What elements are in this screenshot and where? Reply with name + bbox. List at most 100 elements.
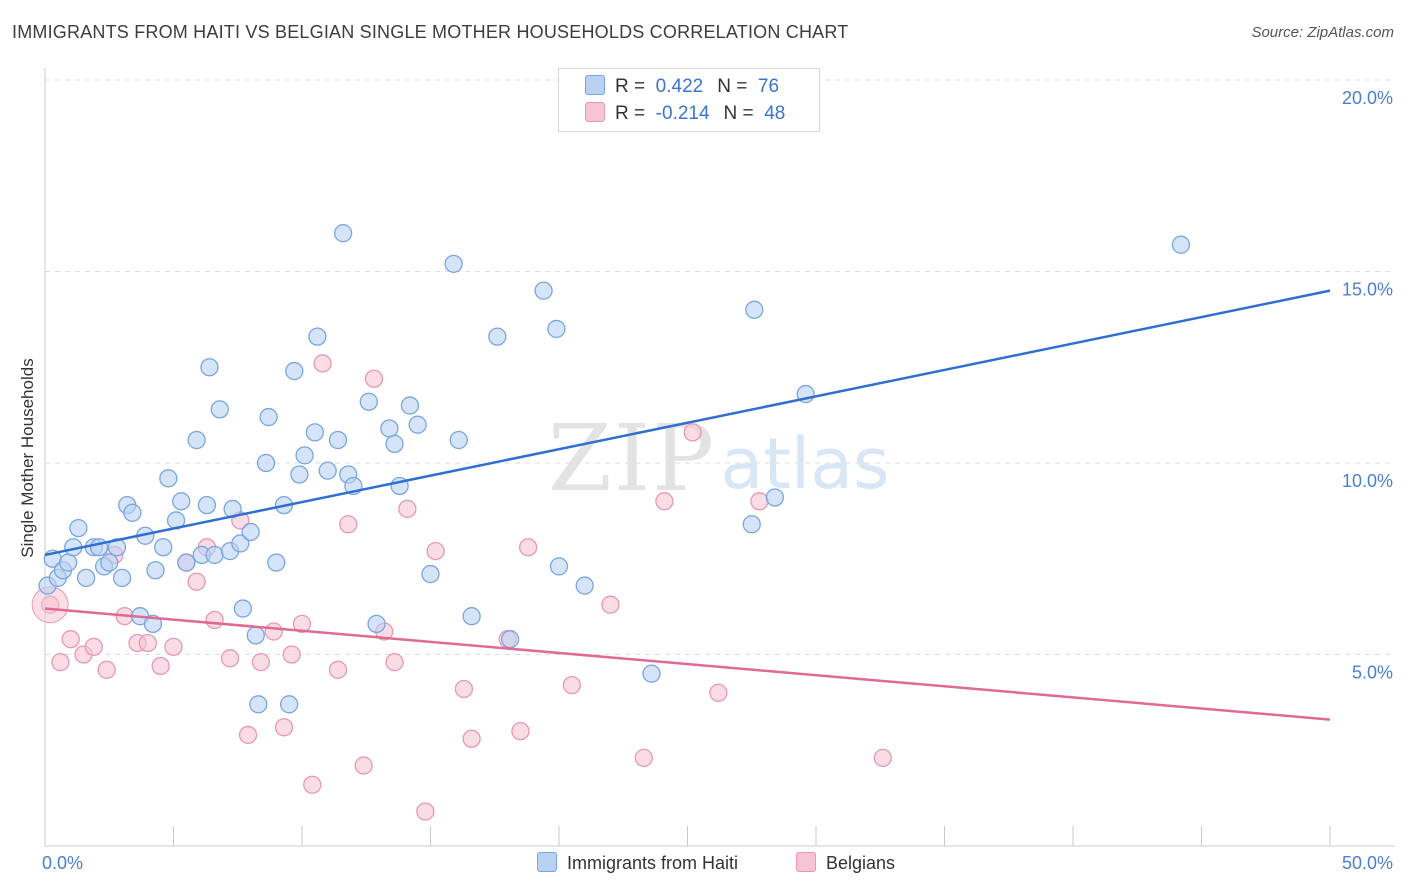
belgians-point xyxy=(151,656,170,676)
y-tick-label: 5.0% xyxy=(1352,663,1393,683)
belgians-point xyxy=(282,645,301,664)
belgians-point xyxy=(97,660,116,679)
haiti-point xyxy=(279,695,299,714)
haiti-point xyxy=(285,361,304,381)
legend-r-value: -0.214 xyxy=(655,103,710,124)
belgians-point xyxy=(519,538,538,557)
haiti-point xyxy=(488,327,507,346)
haiti-point xyxy=(241,522,260,542)
haiti-point xyxy=(177,553,196,572)
legend-n-label: N = xyxy=(717,76,748,97)
haiti-trend-line xyxy=(44,289,1331,557)
haiti-point xyxy=(200,358,219,377)
haiti-points xyxy=(38,224,1191,714)
watermark-atlas: atlas xyxy=(720,423,889,505)
belgians-point xyxy=(264,622,283,641)
haiti-point xyxy=(58,553,78,572)
belgians-point xyxy=(416,802,435,821)
haiti-point xyxy=(76,568,96,588)
belgians-point xyxy=(238,725,258,745)
haiti-point xyxy=(308,327,327,346)
belgians-swatch xyxy=(585,102,605,122)
belgians-point xyxy=(655,492,674,511)
haiti-point xyxy=(89,538,109,557)
haiti-point xyxy=(444,254,463,273)
haiti-point xyxy=(575,576,594,595)
belgians-point xyxy=(750,492,769,511)
haiti-point xyxy=(408,415,427,434)
belgians-point xyxy=(313,354,332,373)
haiti-point xyxy=(549,557,569,576)
legend-row-haiti: R = 0.422 N = 76 xyxy=(585,75,779,99)
haiti-point xyxy=(100,553,119,572)
haiti-point xyxy=(205,545,224,565)
legend-r-value: 0.422 xyxy=(655,76,704,97)
legend-n-value: 48 xyxy=(764,103,786,124)
belgians-point xyxy=(601,595,620,614)
belgians-point xyxy=(873,748,892,768)
belgians-point xyxy=(634,748,653,768)
bottom-legend-belgians: Belgians xyxy=(796,852,895,874)
bottom-legend-haiti-label: Immigrants from Haiti xyxy=(567,853,739,873)
belgians-point xyxy=(251,653,271,672)
haiti-point xyxy=(123,503,142,522)
belgians-point xyxy=(164,637,183,656)
haiti-point xyxy=(359,392,378,411)
belgians-point xyxy=(462,729,481,748)
y-tick-label: 20.0% xyxy=(1342,88,1393,108)
haiti-point xyxy=(1171,235,1191,254)
haiti-point xyxy=(231,534,250,553)
axes xyxy=(44,68,1395,847)
haiti-point xyxy=(197,495,217,515)
belgians-point xyxy=(205,610,224,630)
haiti-point xyxy=(112,568,132,588)
haiti-point xyxy=(107,538,127,557)
belgians-swatch xyxy=(796,852,816,872)
bottom-legend-belgians-label: Belgians xyxy=(826,853,896,873)
haiti-point xyxy=(547,319,566,339)
haiti-point xyxy=(295,446,314,465)
haiti-point xyxy=(259,407,278,427)
belgians-point xyxy=(303,775,322,794)
belgians-point xyxy=(709,683,728,702)
belgians-point xyxy=(562,675,581,695)
belgians-trend-line xyxy=(44,607,1331,721)
belgians-point xyxy=(398,499,417,519)
correlation-legend: R = 0.422 N = 76 R = -0.214 N = 48 xyxy=(558,68,820,132)
haiti-point xyxy=(328,430,348,450)
grid-lines xyxy=(45,79,1395,655)
haiti-point xyxy=(400,396,420,415)
belgians-point xyxy=(274,718,294,737)
x-tick-label-max: 50.0% xyxy=(1342,853,1393,873)
haiti-point xyxy=(501,630,520,649)
haiti-point xyxy=(233,599,253,618)
chart-title: IMMIGRANTS FROM HAITI VS BELGIAN SINGLE … xyxy=(12,22,849,42)
haiti-point xyxy=(246,626,265,645)
haiti-point xyxy=(146,561,165,580)
source-label: Source: ZipAtlas.com xyxy=(1251,24,1394,41)
belgians-point xyxy=(683,423,702,442)
belgians-point xyxy=(426,541,445,561)
legend-row-belgians: R = -0.214 N = 48 xyxy=(585,102,785,126)
haiti-point xyxy=(642,664,661,683)
haiti-point xyxy=(462,607,481,626)
haiti-point xyxy=(69,518,88,538)
haiti-point xyxy=(249,695,268,714)
haiti-point xyxy=(380,419,399,438)
haiti-point xyxy=(305,423,325,442)
belgians-point xyxy=(51,653,70,672)
haiti-point xyxy=(534,281,553,300)
belgians-point xyxy=(385,653,404,672)
belgians-point xyxy=(364,369,384,388)
y-tick-label: 10.0% xyxy=(1342,471,1393,491)
belgians-point xyxy=(84,637,103,656)
haiti-point xyxy=(745,300,764,319)
trend-lines xyxy=(44,289,1331,721)
haiti-point xyxy=(159,469,178,488)
belgians-point xyxy=(187,572,206,591)
haiti-point xyxy=(318,461,337,480)
legend-r-label: R = xyxy=(615,76,646,97)
haiti-point xyxy=(267,553,286,572)
haiti-point xyxy=(210,400,229,419)
haiti-point xyxy=(765,488,785,507)
